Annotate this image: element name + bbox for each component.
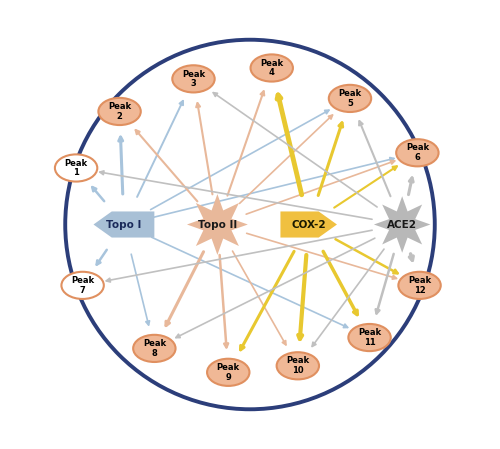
Ellipse shape (207, 359, 250, 386)
Text: Peak
7: Peak 7 (71, 276, 94, 295)
Polygon shape (374, 196, 430, 253)
Ellipse shape (133, 335, 176, 362)
Ellipse shape (55, 154, 98, 181)
Polygon shape (94, 211, 154, 238)
Text: ACE2: ACE2 (387, 220, 417, 229)
Ellipse shape (172, 65, 214, 92)
Text: Peak
8: Peak 8 (143, 339, 166, 358)
Polygon shape (280, 211, 337, 238)
Polygon shape (187, 194, 248, 255)
Text: Peak
2: Peak 2 (108, 102, 131, 121)
Text: Peak
5: Peak 5 (338, 89, 361, 108)
Text: Peak
1: Peak 1 (64, 158, 88, 177)
Text: Topo I: Topo I (106, 220, 142, 229)
Text: Topo II: Topo II (198, 220, 237, 229)
Text: Peak
4: Peak 4 (260, 59, 283, 77)
Text: Peak
10: Peak 10 (286, 357, 310, 375)
Ellipse shape (62, 272, 104, 299)
Ellipse shape (398, 272, 440, 299)
Ellipse shape (276, 352, 319, 379)
Ellipse shape (98, 98, 141, 125)
Ellipse shape (348, 324, 391, 351)
Text: Peak
12: Peak 12 (408, 276, 431, 295)
Text: Peak
11: Peak 11 (358, 328, 381, 347)
Ellipse shape (329, 85, 371, 112)
Ellipse shape (396, 139, 438, 166)
Text: Peak
6: Peak 6 (406, 143, 429, 162)
Ellipse shape (250, 54, 293, 82)
Text: Peak
3: Peak 3 (182, 70, 205, 88)
Text: Peak
9: Peak 9 (216, 363, 240, 382)
Text: COX-2: COX-2 (292, 220, 326, 229)
